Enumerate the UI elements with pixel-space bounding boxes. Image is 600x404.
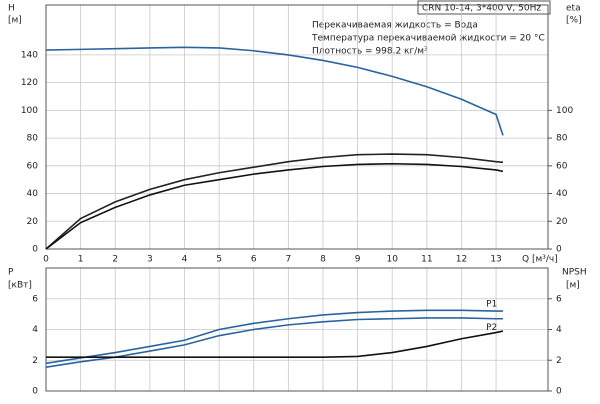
y-tick-label: 0 (32, 387, 38, 397)
x-tick-label: 10 (386, 255, 398, 265)
x-tick-label: 11 (421, 255, 432, 265)
y2-axis-label: eta (566, 4, 581, 14)
x-tick-label: 2 (112, 255, 118, 265)
y-tick-label: 6 (32, 294, 38, 304)
y2-axis-label: [м] (566, 281, 580, 291)
x-tick-label: 3 (147, 255, 153, 265)
x-tick-label: 6 (251, 255, 257, 265)
series-label: P2 (486, 323, 497, 333)
y2-tick-label: 2 (556, 356, 562, 366)
x-tick-label: 7 (285, 255, 291, 265)
series-line (45, 309, 503, 365)
y-axis-label: P (8, 268, 14, 278)
x-tick-label: 5 (216, 255, 222, 265)
series-label: P1 (486, 300, 497, 310)
annotation: Перекачиваемая жидкость = Вода (312, 21, 478, 31)
annotation: Плотность = 998.2 кг/м³ (312, 47, 428, 57)
y-tick-label: 80 (27, 134, 39, 144)
y2-tick-label: 0 (556, 245, 562, 255)
y-tick-label: 140 (21, 50, 38, 60)
y2-tick-label: 100 (556, 106, 573, 116)
y-axis-label: [м] (8, 16, 22, 26)
y-tick-label: 40 (27, 189, 39, 199)
y2-tick-label: 0 (556, 387, 562, 397)
y-axis-label: H (8, 4, 15, 14)
y-axis-label: [кВт] (8, 281, 32, 291)
y-tick-label: 0 (32, 245, 38, 255)
x-tick-label: 8 (320, 255, 326, 265)
x-tick-label: 4 (182, 255, 188, 265)
y-tick-label: 4 (32, 325, 38, 335)
series-line (45, 162, 504, 250)
y-tick-label: 60 (27, 161, 39, 171)
y-tick-label: 120 (21, 78, 38, 88)
y2-axis-label: [%] (566, 16, 582, 26)
y-tick-label: 100 (21, 106, 38, 116)
x-tick-label: 1 (78, 255, 84, 265)
title-box (417, 0, 551, 15)
series-line (45, 153, 504, 250)
y2-tick-label: 20 (556, 217, 568, 227)
plot-frame (45, 267, 549, 392)
series-line (45, 317, 503, 368)
y2-axis-label: NPSH (562, 268, 587, 278)
y2-tick-label: 60 (556, 161, 568, 171)
y2-tick-label: 4 (556, 325, 562, 335)
y-tick-label: 2 (32, 356, 38, 366)
x-tick-label: 0 (43, 255, 49, 265)
x-tick-label: 9 (355, 255, 361, 265)
series-line (45, 46, 504, 136)
y2-tick-label: 40 (556, 189, 568, 199)
annotation: Температура перекачиваемой жидкости = 20… (311, 34, 545, 44)
y2-tick-label: 80 (556, 134, 568, 144)
y2-tick-label: 6 (556, 294, 562, 304)
y-tick-label: 20 (27, 217, 39, 227)
series-line (46, 330, 504, 358)
chart-title: CRN 10-14, 3*400 V, 50Hz (422, 4, 541, 14)
x-tick-label: 13 (490, 255, 501, 265)
x-tick-label: 12 (456, 255, 467, 265)
x-axis-label: Q [м³/ч] (522, 255, 558, 265)
plot-frame (45, 4, 549, 250)
